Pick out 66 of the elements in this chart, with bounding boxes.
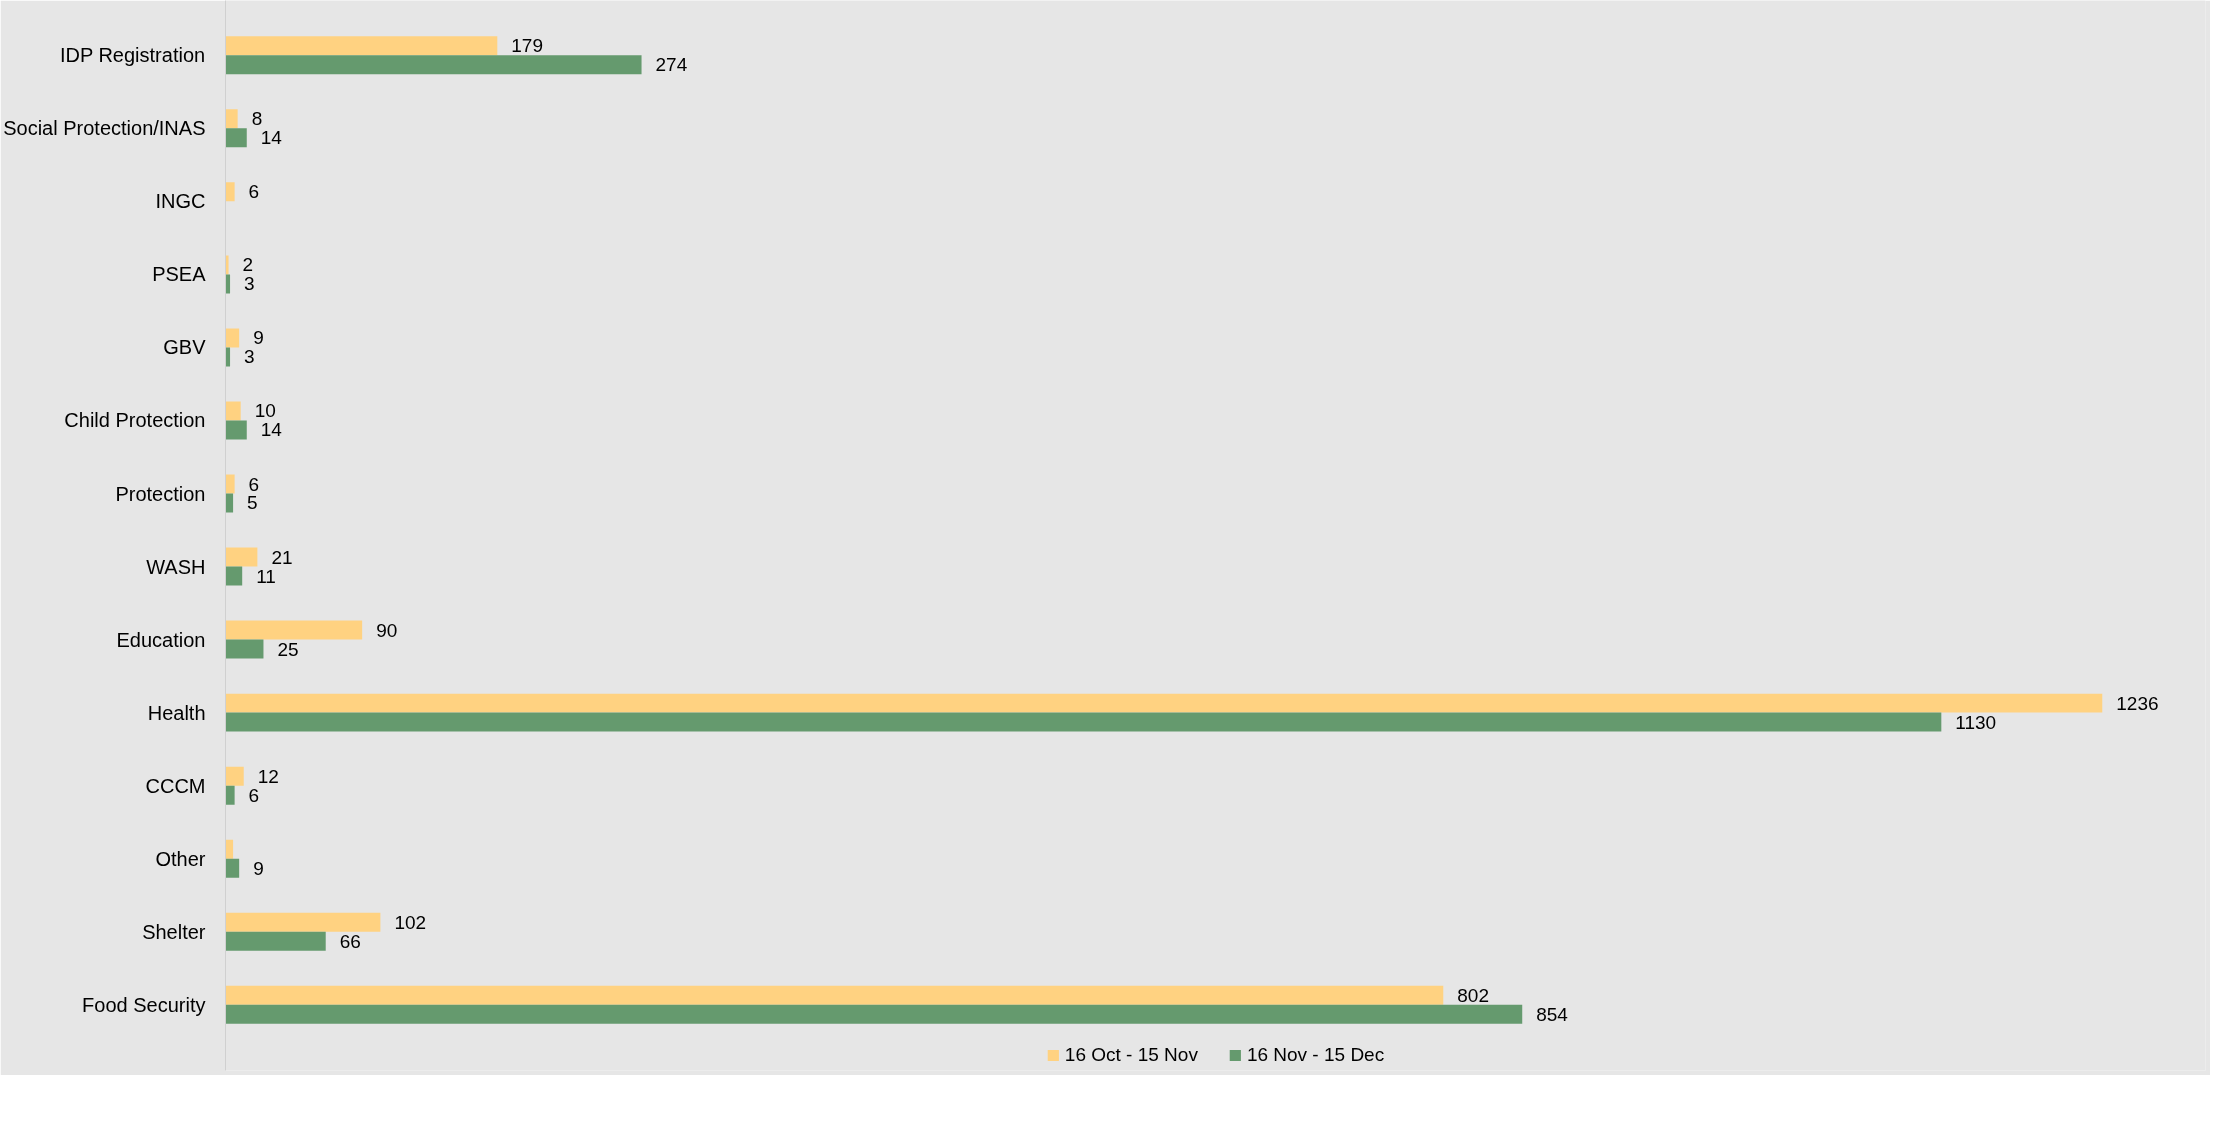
bar	[225, 474, 235, 494]
bar	[225, 182, 235, 202]
data-label: 854	[1536, 1003, 1569, 1025]
data-label: 11	[256, 565, 276, 587]
data-label: 90	[376, 619, 398, 641]
bar	[225, 785, 235, 805]
y-tick-label: GBV	[163, 336, 207, 359]
data-label: 14	[260, 419, 283, 441]
data-label: 25	[277, 638, 299, 660]
data-label: 1130	[1955, 711, 1997, 733]
legend-label: 16 Nov - 15 Dec	[1246, 1044, 1385, 1066]
data-label: 12	[257, 765, 279, 787]
bar	[225, 128, 247, 148]
data-label: 6	[248, 181, 260, 203]
y-tick-label: Social Protection/INAS	[3, 117, 206, 140]
y-tick-label: Food Security	[82, 993, 206, 1016]
y-tick-label: INGC	[155, 190, 206, 213]
data-label: 66	[339, 930, 361, 952]
bar	[225, 931, 326, 951]
bar	[225, 712, 1942, 732]
bar	[225, 401, 241, 421]
y-tick-label: IDP Registration	[59, 44, 206, 67]
bar	[225, 839, 234, 859]
data-label: 6	[248, 784, 260, 806]
bar	[225, 858, 240, 878]
y-tick-label: Health	[147, 701, 206, 724]
y-tick-label: Child Protection	[64, 409, 206, 432]
data-label: 274	[655, 54, 688, 76]
data-label: 9	[253, 857, 264, 879]
data-label: 802	[1457, 984, 1489, 1006]
y-tick-label: Education	[116, 628, 206, 651]
bar	[225, 639, 264, 659]
bar	[225, 912, 381, 932]
data-label: 102	[394, 911, 427, 933]
bar	[225, 1004, 1523, 1024]
data-label: 14	[260, 127, 283, 149]
y-tick-label: Protection	[115, 482, 206, 505]
bar	[225, 109, 238, 129]
y-tick-label: PSEA	[152, 263, 207, 286]
bar	[225, 420, 247, 440]
data-label: 9	[253, 327, 264, 349]
y-tick-label: CCCM	[145, 774, 206, 797]
y-tick-label: Shelter	[142, 920, 206, 943]
data-label: 10	[254, 400, 276, 422]
data-label: 1236	[2116, 692, 2159, 714]
data-label: 8	[251, 108, 263, 130]
bar	[225, 985, 1444, 1005]
bar	[225, 566, 243, 586]
data-label: 179	[511, 35, 543, 57]
y-tick-label: WASH	[146, 555, 206, 578]
data-label: 3	[244, 346, 255, 368]
bar	[225, 693, 2103, 713]
legend-label: 16 Oct - 15 Nov	[1064, 1044, 1198, 1066]
bar	[225, 547, 258, 567]
bar	[225, 620, 363, 640]
data-label: 6	[248, 473, 260, 495]
bar	[225, 36, 498, 56]
y-tick-label: Other	[155, 847, 206, 870]
bar	[225, 55, 642, 75]
bar	[225, 328, 240, 348]
data-label: 3	[244, 273, 255, 295]
data-label: 5	[247, 492, 258, 514]
data-label: 2	[242, 254, 254, 276]
bar	[225, 255, 229, 275]
data-label: 21	[271, 546, 293, 568]
bar	[225, 766, 244, 786]
